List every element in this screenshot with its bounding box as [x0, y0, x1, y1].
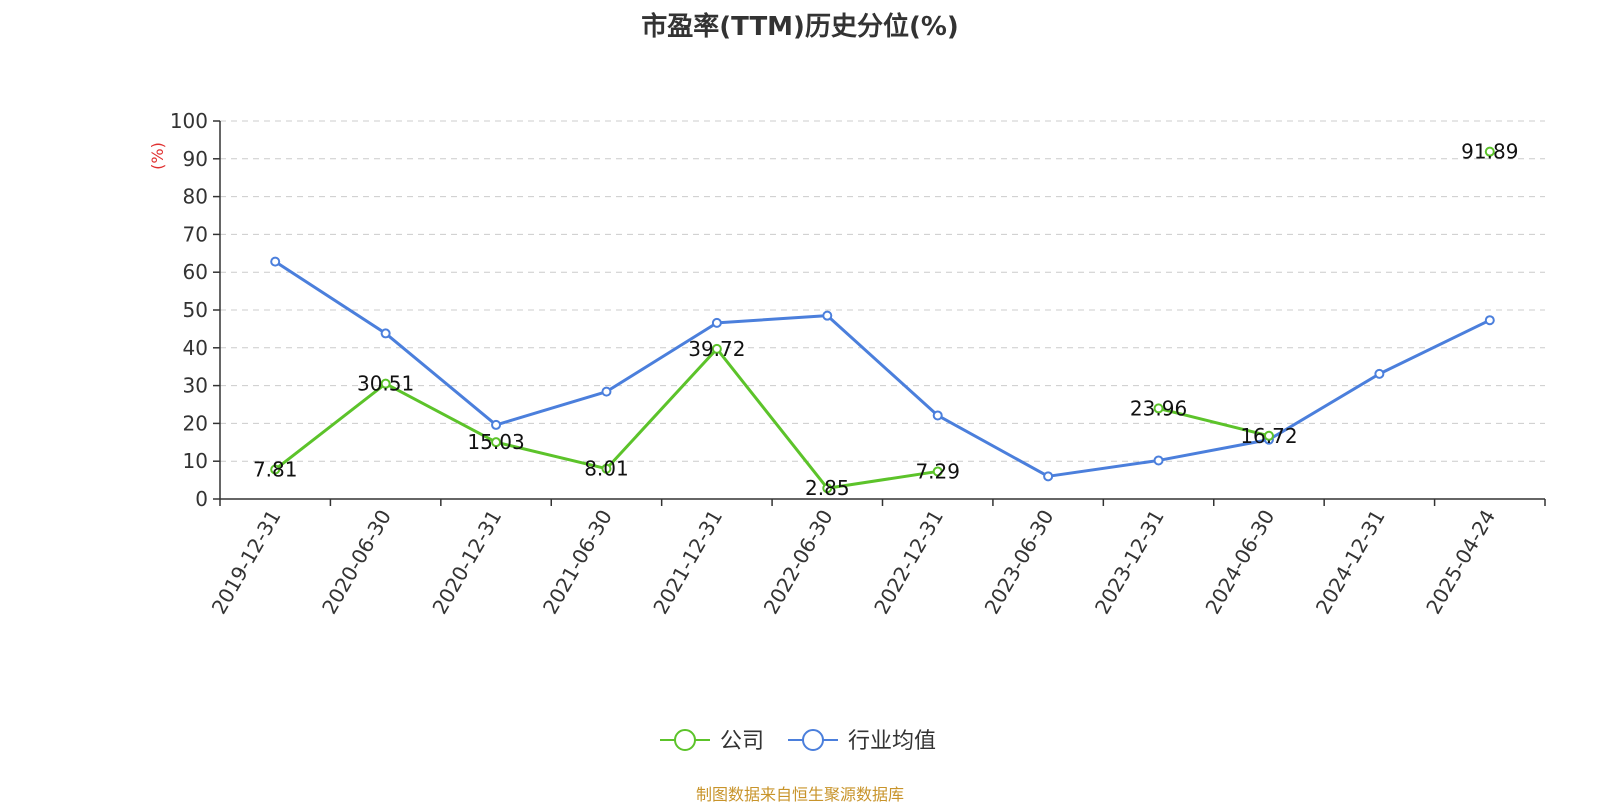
series-line-industry-avg: [274, 260, 1491, 478]
data-point-industry-avg: [822, 310, 833, 321]
y-tick-label: 100: [170, 109, 208, 133]
grid-lines: [220, 120, 1545, 462]
y-tick-label: 10: [183, 449, 208, 473]
y-tick-label: 30: [183, 374, 208, 398]
data-point-industry-avg: [932, 410, 943, 421]
series-line-company: [1158, 406, 1270, 438]
x-axis: 2019-12-31 2020-06-30 2020-12-31 2021-06-30…: [207, 498, 1546, 619]
y-tick-label: 50: [183, 298, 208, 322]
legend-label: 公司: [720, 729, 764, 754]
data-point-company: [1153, 403, 1164, 414]
x-tick-label: 2020-12-31: [427, 506, 506, 619]
data-point-company: [380, 378, 391, 389]
data-point-industry-avg: [601, 386, 612, 397]
x-tick-label: 2022-06-30: [759, 506, 838, 619]
data-point-company: [601, 463, 612, 474]
data-point-industry-avg: [270, 256, 281, 267]
legend[interactable]: 公司 行业均值: [660, 729, 936, 754]
y-tick-label: 0: [195, 487, 208, 511]
x-tick-label: 2022-12-31: [869, 506, 948, 619]
data-labels: 7.81 30.51 15.03 8.01 39.72 2.85 7.29 23.96 16.7…: [253, 140, 1518, 501]
legend-item[interactable]: 公司: [660, 729, 764, 754]
x-tick-label: 2019-12-31: [207, 506, 286, 619]
legend-item[interactable]: 行业均值: [788, 729, 936, 754]
y-tick-label: 20: [183, 411, 208, 435]
data-point-industry-avg: [1374, 368, 1385, 379]
legend-marker: [674, 729, 696, 751]
data-point-company: [932, 466, 943, 477]
x-tick-label: 2021-06-30: [538, 506, 617, 619]
data-point-company: [270, 464, 281, 475]
data-label: 7.81: [253, 457, 298, 481]
data-label: 16.72: [1240, 424, 1297, 448]
y-tick-label: 40: [183, 336, 208, 360]
data-point-company: [822, 483, 833, 494]
data-label: 23.96: [1130, 396, 1187, 420]
x-tick-label: 2023-06-30: [980, 506, 1059, 619]
series-layer: [270, 146, 1495, 494]
y-tick-label: 80: [183, 185, 208, 209]
data-label: 15.03: [467, 430, 524, 454]
chart-title: 市盈率(TTM)历史分位(%): [641, 12, 959, 42]
legend-label: 行业均值: [848, 729, 936, 754]
data-point-company: [711, 343, 722, 354]
data-point-industry-avg: [711, 317, 722, 328]
data-point-industry-avg: [1043, 471, 1054, 482]
x-tick-label: 2024-12-31: [1311, 506, 1390, 619]
data-point-company: [491, 437, 502, 448]
data-point-company: [1484, 146, 1495, 157]
y-tick-label: 90: [183, 147, 208, 171]
data-label: 39.72: [688, 337, 745, 361]
data-label: 2.85: [805, 476, 850, 500]
data-point-industry-avg: [380, 328, 391, 339]
data-source-note: 制图数据来自恒生聚源数据库: [695, 785, 904, 804]
data-point-industry-avg: [1484, 315, 1495, 326]
x-tick-label: 2024-06-30: [1200, 506, 1279, 619]
y-axis-label: (%): [148, 142, 167, 170]
data-label: 91.89: [1461, 140, 1518, 164]
data-label: 30.51: [357, 372, 414, 396]
x-tick-label: 2020-06-30: [317, 506, 396, 619]
data-point-industry-avg: [1153, 455, 1164, 466]
data-point-company: [1263, 430, 1274, 441]
x-tick-label: 2023-12-31: [1090, 506, 1169, 619]
data-label: 8.01: [584, 457, 629, 481]
data-label: 7.29: [915, 459, 960, 483]
data-point-industry-avg: [491, 419, 502, 430]
y-tick-label: 60: [183, 260, 208, 284]
x-tick-label: 2025-04-24: [1421, 506, 1500, 619]
y-axis: 0 10 20 30 40 50 60 70 80 90 100(%): [148, 109, 221, 511]
y-tick-label: 70: [183, 222, 208, 246]
legend-marker: [802, 729, 824, 751]
x-tick-label: 2021-12-31: [648, 506, 727, 619]
